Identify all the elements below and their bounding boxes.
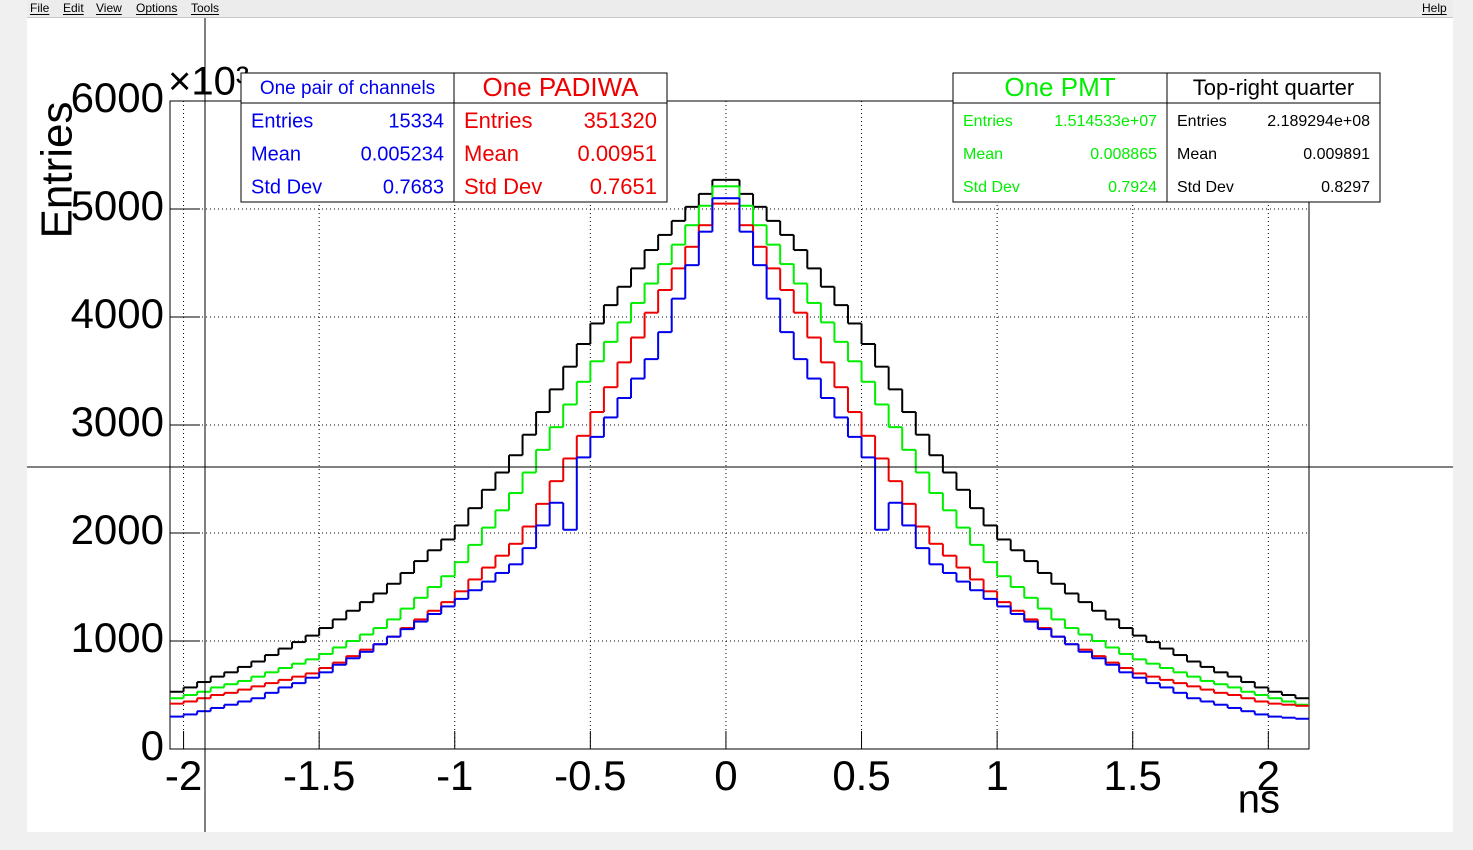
y-tick-label: 0 — [141, 722, 164, 769]
x-tick-label: -2 — [165, 752, 202, 799]
stats-value: 0.7651 — [590, 174, 657, 199]
stats-label: Mean — [963, 146, 1003, 163]
stats-boxes: One pair of channels Entries 15334 Mean 0.00… — [240, 72, 1381, 203]
stats-label: Entries — [464, 108, 532, 133]
histograms — [170, 178, 1309, 720]
stats-value: 0.008865 — [1090, 146, 1157, 163]
menu-item[interactable]: Options — [136, 1, 178, 15]
stats-label: Entries — [251, 110, 313, 132]
menu-bar: File Edit View Options Tools Help — [27, 0, 1453, 18]
histogram-series — [170, 178, 1309, 700]
stats-box — [952, 72, 1168, 203]
y-exponent: ×10³ — [168, 60, 249, 104]
y-tick-label: 6000 — [71, 74, 164, 121]
x-tick-label: -1.5 — [283, 752, 355, 799]
x-tick-label: -0.5 — [554, 752, 626, 799]
stats-label: Mean — [1177, 146, 1217, 163]
menu-item[interactable]: View — [96, 1, 122, 15]
y-tick-label: 4000 — [71, 290, 164, 337]
stats-label: Std Dev — [251, 176, 322, 198]
stats-label: Entries — [1177, 113, 1227, 130]
y-tick-label: 5000 — [71, 182, 164, 229]
legend-entry: Top-right quarter — [1193, 75, 1354, 100]
x-tick-label: -1 — [436, 752, 473, 799]
stats-label: Mean — [251, 143, 301, 165]
stats-label: Std Dev — [464, 174, 542, 199]
y-tick-label: 1000 — [71, 614, 164, 661]
y-tick-label: 3000 — [71, 398, 164, 445]
y-axis-label: Entries — [33, 102, 82, 239]
menu-item[interactable]: File — [30, 1, 50, 15]
histogram-series — [170, 202, 1309, 707]
stats-label: Std Dev — [1177, 179, 1234, 196]
stats-value: 0.00951 — [577, 141, 657, 166]
stats-label: Entries — [963, 113, 1013, 130]
menu-item[interactable]: Help — [1422, 1, 1447, 15]
stats-label: Mean — [464, 141, 519, 166]
legend-entry: One pair of channels — [260, 78, 435, 99]
stats-box — [1166, 72, 1381, 203]
stats-value: 2.189294e+08 — [1267, 113, 1370, 130]
stats-value: 1.514533e+07 — [1054, 113, 1157, 130]
stats-value: 0.7924 — [1108, 179, 1157, 196]
stats-box — [453, 72, 668, 203]
x-tick-label: 0 — [714, 752, 737, 799]
axes: 0 1000 2000 3000 4000 5000 6000 -2 -1.5 -1 -0.5 0 0.… — [71, 74, 1280, 799]
legend-entry: One PMT — [1004, 72, 1115, 102]
x-tick-label: 0.5 — [832, 752, 890, 799]
stats-value: 0.009891 — [1303, 146, 1370, 163]
x-tick-label: 2 — [1257, 752, 1280, 799]
stats-value: 15334 — [388, 110, 444, 132]
legend-entry: One PADIWA — [482, 72, 639, 102]
menu-item[interactable]: Edit — [63, 1, 84, 15]
stats-value: 351320 — [584, 108, 657, 133]
stats-value: 0.8297 — [1321, 179, 1370, 196]
menu-item[interactable]: Tools — [191, 1, 220, 15]
stats-value: 0.7683 — [383, 176, 444, 198]
stats-box — [240, 72, 455, 203]
histogram-series — [170, 197, 1309, 720]
x-tick-label: 1.5 — [1104, 752, 1162, 799]
stats-value: 0.005234 — [361, 143, 444, 165]
x-axis-label: ns — [1238, 778, 1280, 822]
histogram-series — [170, 185, 1309, 706]
y-tick-label: 2000 — [71, 506, 164, 553]
stats-label: Std Dev — [963, 179, 1020, 196]
x-tick-label: 1 — [985, 752, 1008, 799]
